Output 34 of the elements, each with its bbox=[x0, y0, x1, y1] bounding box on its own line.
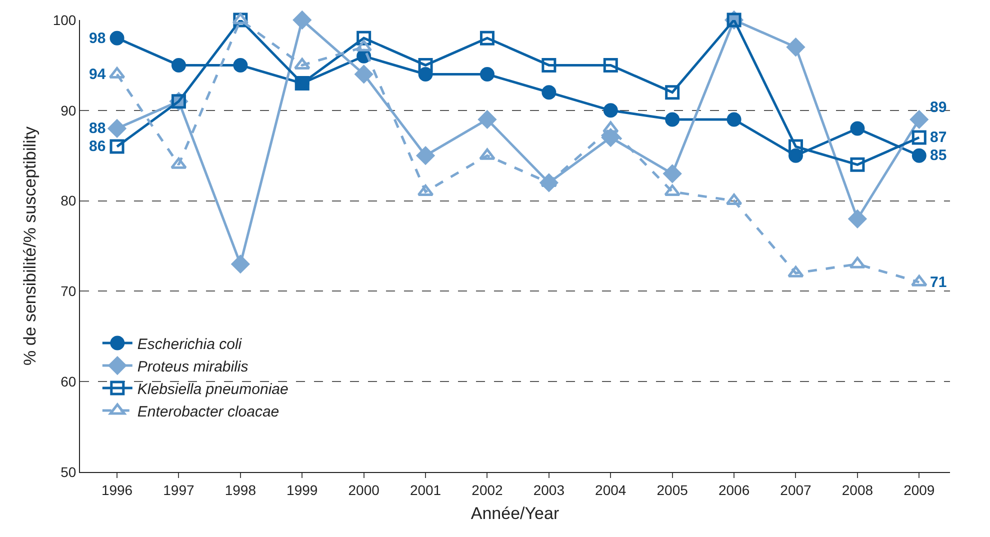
x-tick-label: 2003 bbox=[533, 482, 565, 498]
x-tick-label: 2008 bbox=[842, 482, 874, 498]
x-tick-label: 2001 bbox=[410, 482, 442, 498]
x-tick-label: 2002 bbox=[472, 482, 504, 498]
data-label: 87 bbox=[930, 129, 947, 146]
x-tick-label: 2005 bbox=[656, 482, 688, 498]
data-label: 71 bbox=[930, 274, 947, 291]
data-label: 89 bbox=[930, 99, 947, 116]
data-label: 86 bbox=[89, 138, 106, 155]
legend-label: Proteus mirabilis bbox=[137, 358, 249, 376]
legend-label: Enterobacter cloacae bbox=[137, 403, 280, 420]
data-label: 98 bbox=[89, 30, 106, 47]
x-tick-label: 1999 bbox=[286, 482, 318, 498]
data-label: 94 bbox=[89, 66, 106, 83]
x-tick-label: 2000 bbox=[348, 482, 380, 498]
legend-label: Klebsiella pneumoniae bbox=[137, 380, 288, 398]
data-label: 88 bbox=[89, 120, 106, 137]
y-axis-title: % de sensibilité/% susceptibility bbox=[20, 126, 40, 366]
x-axis-title: Année/Year bbox=[470, 504, 560, 524]
y-tick-label: 80 bbox=[60, 192, 76, 209]
x-tick-label: 2004 bbox=[595, 482, 626, 498]
y-tick-label: 100 bbox=[52, 12, 76, 28]
y-tick-label: 70 bbox=[60, 283, 76, 300]
y-tick-label: 60 bbox=[60, 374, 76, 390]
y-tick-label: 50 bbox=[60, 464, 76, 480]
x-tick-label: 2007 bbox=[780, 482, 812, 498]
x-tick-label: 2009 bbox=[904, 482, 935, 498]
x-tick-label: 1996 bbox=[101, 482, 133, 498]
x-tick-label: 1998 bbox=[224, 482, 256, 498]
x-tick-label: 2006 bbox=[718, 482, 750, 498]
y-tick-label: 90 bbox=[60, 102, 76, 118]
legend-label: Escherichia coli bbox=[137, 336, 242, 353]
x-tick-label: 1997 bbox=[163, 482, 194, 498]
data-label: 85 bbox=[930, 147, 947, 164]
